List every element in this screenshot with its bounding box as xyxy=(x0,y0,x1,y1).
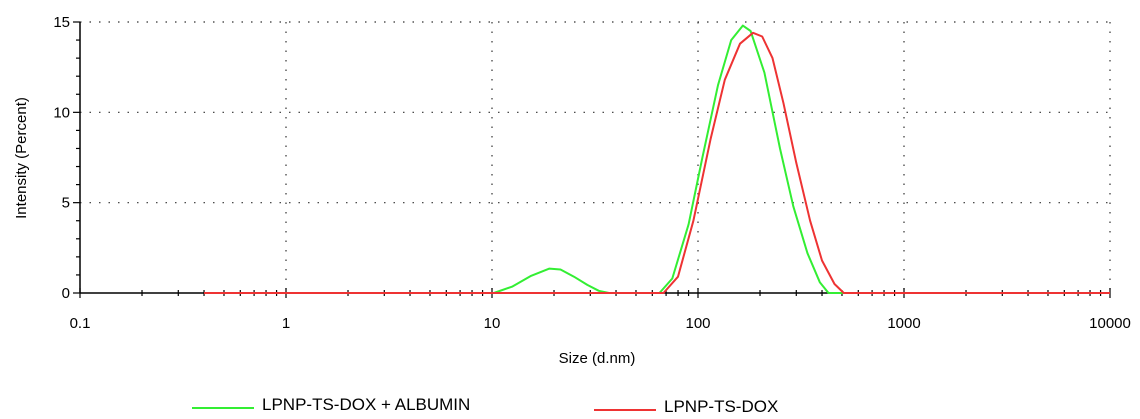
series-line-2 xyxy=(204,31,1110,294)
x-axis-title: Size (d.nm) xyxy=(559,350,636,367)
y-tick-label: 0 xyxy=(62,285,70,302)
y-tick-labels: 0 5 10 15 xyxy=(53,14,70,302)
axes xyxy=(73,21,1111,298)
x-tick-label: 0.1 xyxy=(70,315,91,332)
series-line-1 xyxy=(204,24,1110,294)
x-tick-label: 100 xyxy=(685,315,710,332)
x-tick-label: 10000 xyxy=(1089,315,1131,332)
series-lines xyxy=(204,24,1110,294)
grid-lines xyxy=(80,21,1111,293)
legend: LPNP-TS-DOX + ALBUMIN LPNP-TS-DOX xyxy=(192,395,778,416)
y-tick-label: 15 xyxy=(53,14,70,31)
x-tick-labels: 0.1 1 10 100 1000 10000 xyxy=(70,315,1131,332)
x-tick-label: 10 xyxy=(484,315,501,332)
y-tick-label: 5 xyxy=(62,195,70,212)
y-axis-title: Intensity (Percent) xyxy=(13,97,30,219)
legend-label: LPNP-TS-DOX + ALBUMIN xyxy=(262,395,470,414)
legend-label: LPNP-TS-DOX xyxy=(664,397,778,416)
y-tick-label: 10 xyxy=(53,104,70,121)
x-tick-label: 1 xyxy=(282,315,290,332)
x-tick-label: 1000 xyxy=(887,315,920,332)
